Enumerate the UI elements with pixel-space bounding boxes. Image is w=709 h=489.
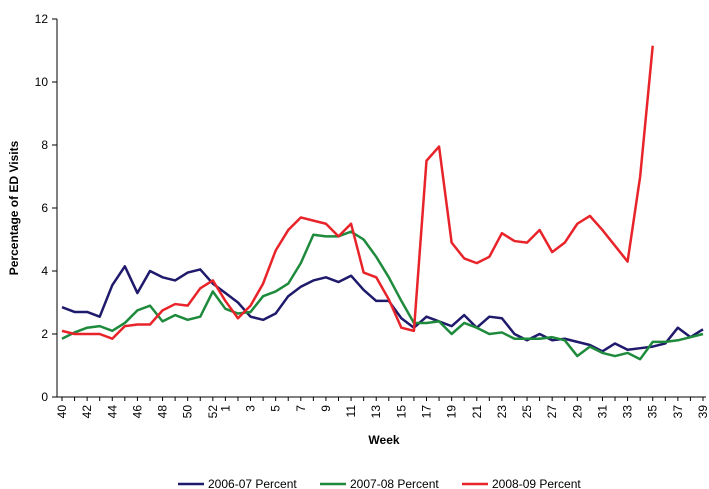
x-tick-label: 50 bbox=[181, 405, 195, 419]
series-line bbox=[61, 230, 704, 361]
x-axis-title: Week bbox=[368, 433, 399, 447]
y-tick-label: 12 bbox=[35, 12, 49, 26]
legend-label: 2008-09 Percent bbox=[492, 477, 581, 489]
x-tick-label: 44 bbox=[105, 405, 119, 419]
x-tick-label: 27 bbox=[545, 405, 559, 419]
x-tick-label: 29 bbox=[570, 405, 584, 419]
x-tick-label: 9 bbox=[319, 405, 333, 412]
x-tick-label: 13 bbox=[369, 405, 383, 419]
y-tick-label: 10 bbox=[35, 75, 49, 89]
y-tick-label: 8 bbox=[41, 138, 48, 152]
y-tick-label: 4 bbox=[41, 264, 48, 278]
x-tick-label: 23 bbox=[495, 405, 509, 419]
x-tick-label: 25 bbox=[520, 405, 534, 419]
x-tick-label: 21 bbox=[470, 405, 484, 419]
x-tick-label: 7 bbox=[294, 405, 308, 412]
x-tick-label: 19 bbox=[445, 405, 459, 419]
x-tick-label: 1 bbox=[218, 405, 232, 412]
y-tick-label: 0 bbox=[41, 390, 48, 404]
x-tick-label: 52 bbox=[206, 405, 220, 419]
y-tick-label: 2 bbox=[41, 327, 48, 341]
x-tick-label: 17 bbox=[419, 405, 433, 419]
x-tick-label: 11 bbox=[344, 405, 358, 418]
x-tick-label: 3 bbox=[244, 405, 258, 412]
x-tick-label: 33 bbox=[621, 405, 635, 419]
series-line bbox=[61, 265, 704, 353]
series-line bbox=[61, 45, 654, 340]
x-tick-label: 31 bbox=[595, 405, 609, 419]
y-axis-title: Percentage of ED Visits bbox=[7, 140, 21, 275]
x-tick-label: 5 bbox=[269, 405, 283, 412]
y-tick-label: 6 bbox=[41, 201, 48, 215]
x-tick-label: 39 bbox=[696, 405, 709, 419]
x-tick-label: 42 bbox=[80, 405, 94, 419]
legend-label: 2007-08 Percent bbox=[350, 477, 439, 489]
x-tick-label: 15 bbox=[394, 405, 408, 419]
x-tick-label: 35 bbox=[646, 405, 660, 419]
x-tick-label: 37 bbox=[671, 405, 685, 419]
legend-label: 2006-07 Percent bbox=[208, 477, 297, 489]
x-tick-label: 40 bbox=[55, 405, 69, 419]
x-tick-label: 46 bbox=[130, 405, 144, 419]
x-tick-label: 48 bbox=[156, 405, 170, 419]
